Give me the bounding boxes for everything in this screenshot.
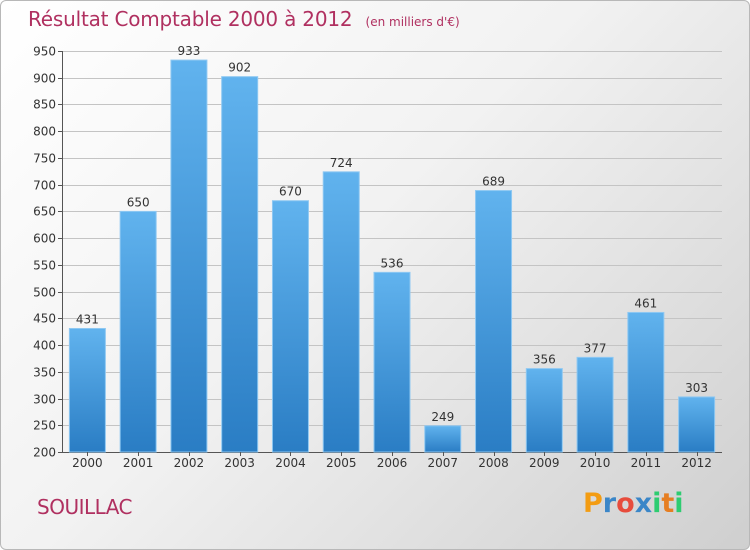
y-tick-label: 900 [33, 72, 56, 86]
y-tick-label: 450 [33, 312, 56, 326]
logo-letter: t [661, 488, 675, 519]
bar [576, 356, 614, 453]
bar [68, 327, 106, 453]
y-tick-label: 200 [33, 446, 56, 460]
y-tick-label: 300 [33, 393, 56, 407]
bar-value-label: 461 [634, 296, 657, 310]
bar-value-label: 689 [482, 175, 505, 189]
proxiti-logo: Proxiti [583, 488, 684, 519]
commune-name: SOUILLAC [37, 495, 133, 519]
y-tick-label: 500 [33, 286, 56, 300]
logo-letter: i [674, 488, 684, 519]
bar-value-label: 356 [533, 353, 556, 367]
bar [475, 190, 513, 453]
logo-letter: x [634, 488, 653, 519]
logo-letter: P [583, 488, 603, 519]
bar-value-label: 670 [279, 185, 302, 199]
bar [627, 311, 665, 453]
bar-value-label: 650 [127, 195, 150, 209]
logo-letter: o [616, 488, 635, 519]
logo-letter: i [652, 488, 662, 519]
x-tick-label: 2009 [529, 456, 560, 470]
x-tick-label: 2004 [275, 456, 306, 470]
bar-value-label: 902 [228, 61, 251, 75]
x-tick-label: 2011 [631, 456, 662, 470]
bar-value-label: 303 [685, 381, 708, 395]
bar [525, 368, 563, 453]
x-tick-label: 2003 [224, 456, 255, 470]
y-tick-label: 850 [33, 98, 56, 112]
bar [119, 210, 157, 453]
y-tick-label: 550 [33, 259, 56, 273]
x-tick-label: 2005 [326, 456, 357, 470]
chart-unit: (en milliers d'€) [365, 15, 460, 29]
bar-value-label: 377 [584, 341, 607, 355]
x-tick-label: 2012 [681, 456, 712, 470]
bar [322, 171, 360, 453]
bar [271, 200, 309, 453]
y-tick-label: 400 [33, 339, 56, 353]
y-tick-label: 800 [33, 125, 56, 139]
x-tick-label: 2006 [377, 456, 408, 470]
x-tick-label: 2002 [174, 456, 205, 470]
bar [373, 271, 411, 453]
chart-title-text: Résultat Comptable 2000 à 2012 [28, 7, 353, 31]
bar [170, 59, 208, 453]
bar [221, 76, 259, 453]
y-tick-label: 600 [33, 232, 56, 246]
y-tick-label: 950 [33, 45, 56, 59]
chart-title: Résultat Comptable 2000 à 2012 (en milli… [28, 7, 460, 31]
bar [678, 396, 716, 453]
logo-letter: r [602, 488, 617, 519]
x-tick-label: 2008 [478, 456, 509, 470]
x-tick-label: 2007 [427, 456, 458, 470]
y-tick-label: 750 [33, 152, 56, 166]
y-tick-label: 250 [33, 419, 56, 433]
bar-value-label: 431 [76, 312, 99, 326]
x-tick-label: 2001 [123, 456, 154, 470]
bar [424, 425, 462, 453]
y-tick-label: 700 [33, 179, 56, 193]
bar-value-label: 536 [381, 256, 404, 270]
y-tick-label: 650 [33, 205, 56, 219]
bar-value-label: 249 [431, 410, 454, 424]
bar-value-label: 724 [330, 156, 353, 170]
y-tick-label: 350 [33, 366, 56, 380]
x-tick-label: 2010 [580, 456, 611, 470]
x-tick-label: 2000 [72, 456, 103, 470]
bar-value-label: 933 [177, 44, 200, 58]
